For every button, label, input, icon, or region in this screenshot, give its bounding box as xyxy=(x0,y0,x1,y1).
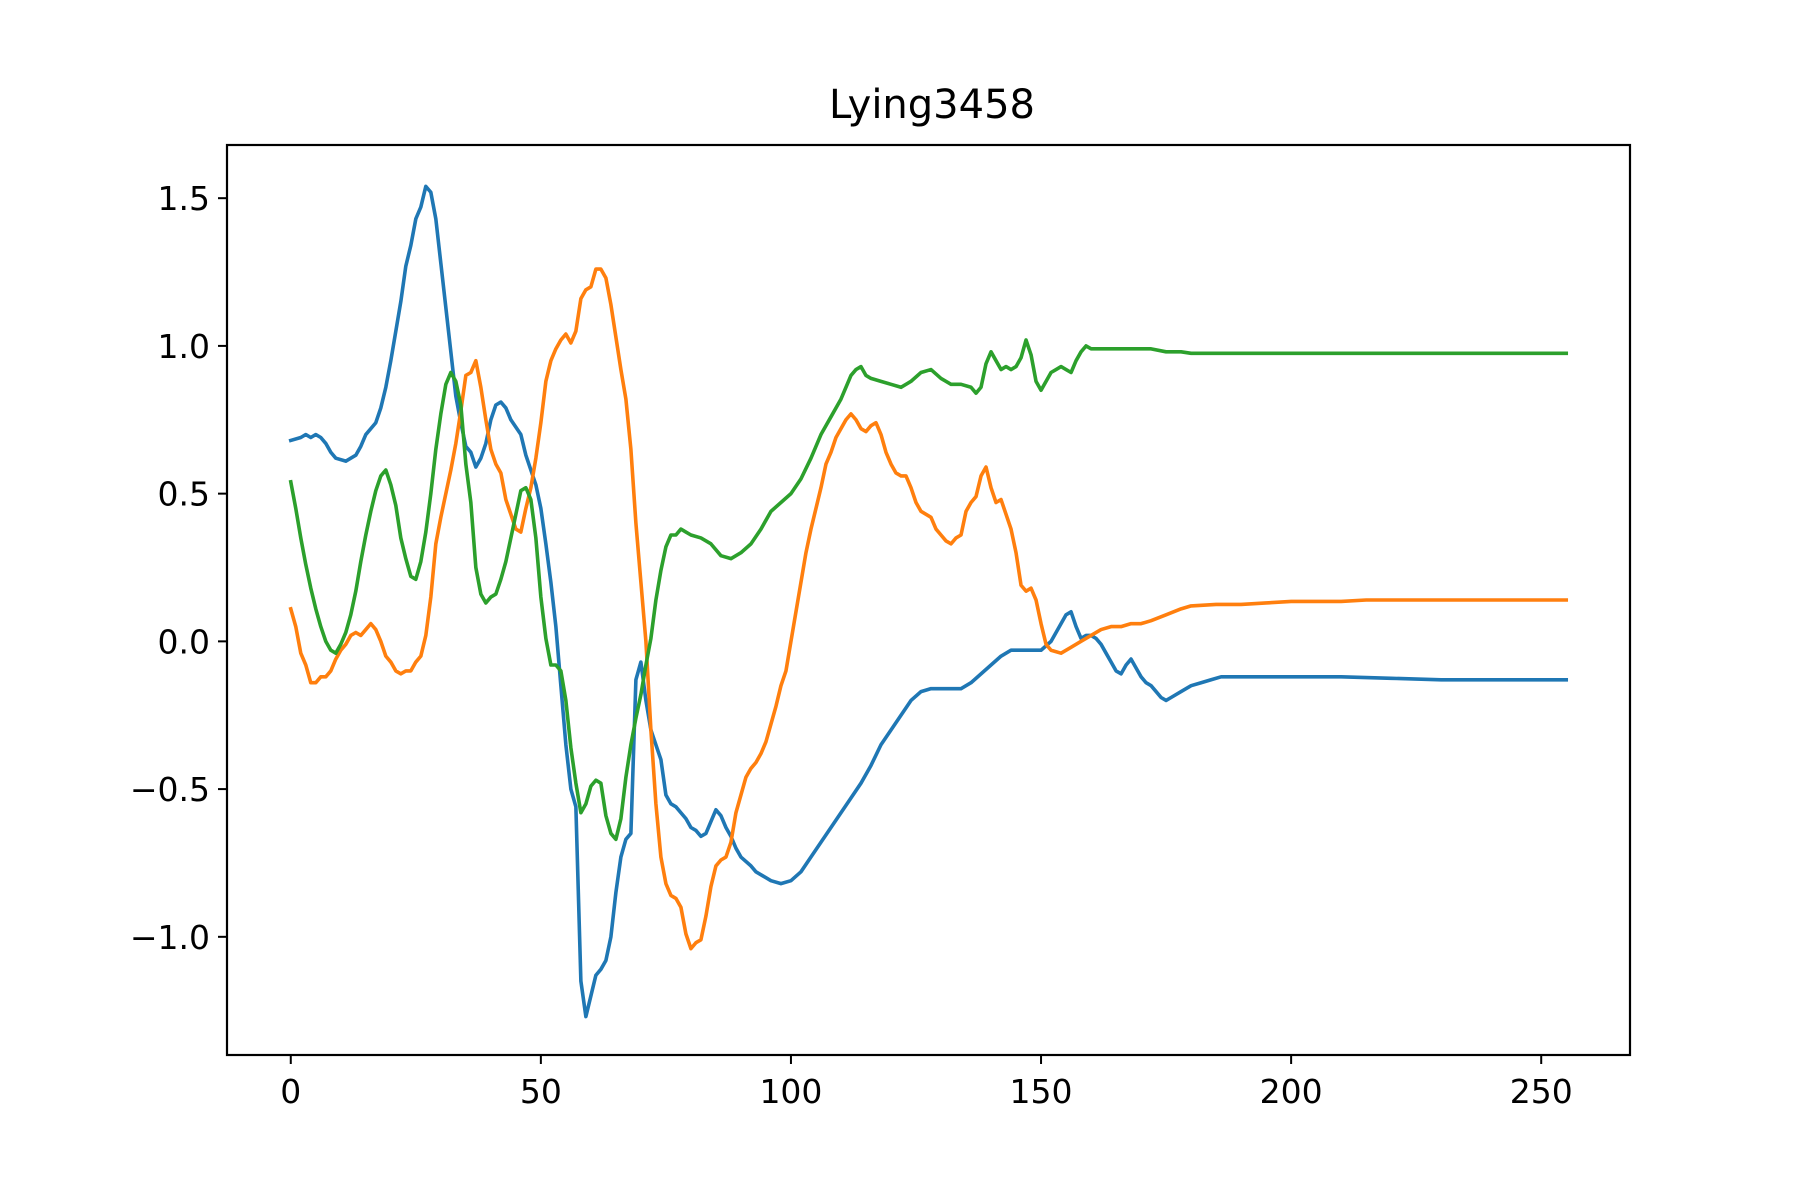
chart-title: Lying3458 xyxy=(829,82,1035,128)
x-axis: 0 50 100 150 200 250 xyxy=(280,1055,1573,1111)
series-layer xyxy=(288,184,1569,1019)
x-tick-label: 200 xyxy=(1260,1072,1323,1111)
y-tick-label: 1.0 xyxy=(158,327,210,366)
x-tick-label: 150 xyxy=(1010,1072,1073,1111)
y-tick-label: 1.5 xyxy=(158,179,210,218)
x-tick-label: 50 xyxy=(520,1072,562,1111)
x-tick-label: 100 xyxy=(759,1072,822,1111)
y-tick-label: 0.5 xyxy=(158,475,210,514)
series-line-1 xyxy=(288,184,1569,1019)
x-tick-label: 0 xyxy=(280,1072,301,1111)
y-tick-label: −1.0 xyxy=(130,918,210,957)
series-line-3 xyxy=(288,338,1569,842)
series-line-2 xyxy=(288,267,1569,951)
plot-frame xyxy=(225,143,1632,1057)
x-tick-label: 250 xyxy=(1510,1072,1573,1111)
y-axis: −1.0 −0.5 0.0 0.5 1.0 1.5 xyxy=(130,179,227,957)
y-tick-label: −0.5 xyxy=(130,770,210,809)
y-tick-label: 0.0 xyxy=(158,622,210,661)
